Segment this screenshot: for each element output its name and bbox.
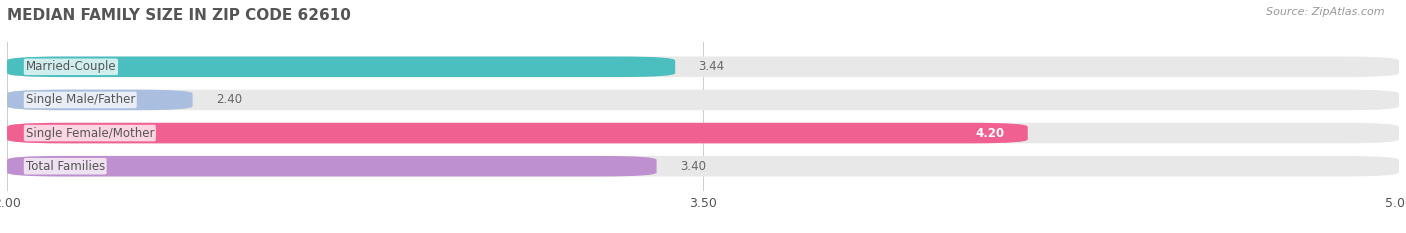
Text: 3.40: 3.40	[681, 160, 706, 173]
Text: Source: ZipAtlas.com: Source: ZipAtlas.com	[1267, 7, 1385, 17]
FancyBboxPatch shape	[7, 90, 193, 110]
Text: Married-Couple: Married-Couple	[25, 60, 117, 73]
Text: 4.20: 4.20	[976, 127, 1005, 140]
FancyBboxPatch shape	[7, 90, 1399, 110]
FancyBboxPatch shape	[7, 57, 1399, 77]
FancyBboxPatch shape	[7, 57, 675, 77]
FancyBboxPatch shape	[7, 123, 1028, 143]
FancyBboxPatch shape	[7, 156, 1399, 176]
Text: MEDIAN FAMILY SIZE IN ZIP CODE 62610: MEDIAN FAMILY SIZE IN ZIP CODE 62610	[7, 7, 351, 23]
FancyBboxPatch shape	[7, 156, 657, 176]
Text: Total Families: Total Families	[25, 160, 105, 173]
Text: Single Female/Mother: Single Female/Mother	[25, 127, 155, 140]
Text: 2.40: 2.40	[215, 93, 242, 106]
Text: 3.44: 3.44	[699, 60, 724, 73]
FancyBboxPatch shape	[7, 123, 1399, 143]
Text: Single Male/Father: Single Male/Father	[25, 93, 135, 106]
